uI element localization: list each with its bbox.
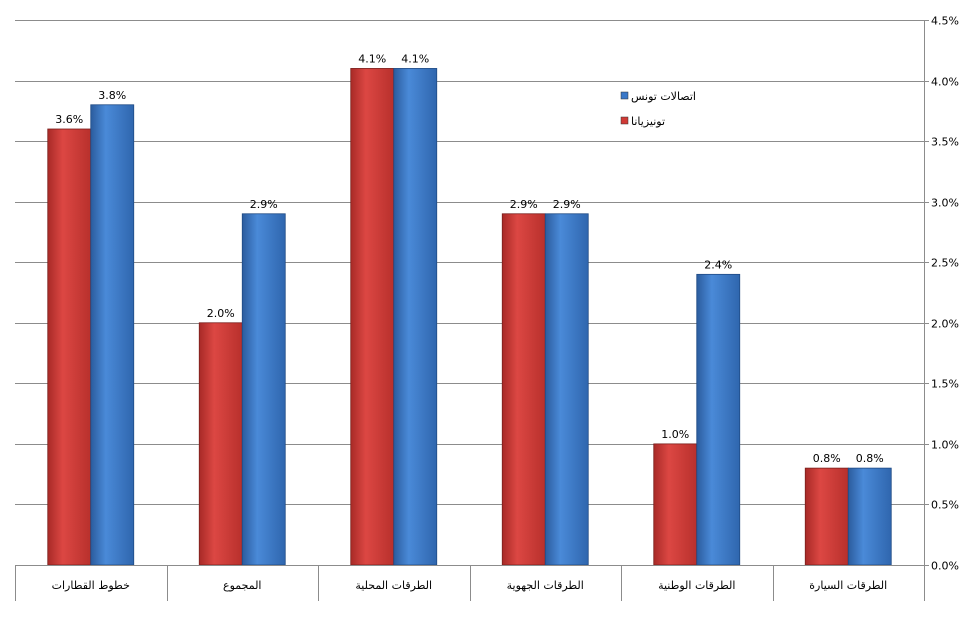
y-tick-label: 0.0% (931, 560, 959, 573)
legend: اتصالات تونس تونيزيانا (620, 90, 696, 128)
y-tick-label: 0.5% (931, 499, 959, 512)
y-tick-label: 3.0% (931, 197, 959, 210)
bar-red (653, 443, 698, 566)
data-label: 2.0% (207, 307, 235, 320)
y-tick-label: 1.0% (931, 439, 959, 452)
bar-red (350, 68, 395, 566)
data-label: 2.9% (250, 198, 278, 211)
y-tick-label: 2.0% (931, 318, 959, 331)
category-label: الطرقات الجهوية (507, 579, 584, 592)
data-label: 2.9% (510, 198, 538, 211)
category-label: المجموع (223, 579, 261, 592)
y-tick-label: 4.5% (931, 15, 959, 28)
category-label: الطرقات السيارة (809, 579, 887, 592)
bars (47, 68, 892, 566)
category-label: خطوط القطارات (52, 579, 130, 592)
bar-blue (241, 213, 286, 566)
axes (15, 20, 929, 601)
data-label: 3.8% (98, 89, 126, 102)
bar-red (501, 213, 546, 566)
bar-blue (90, 104, 135, 566)
bar-red (804, 467, 849, 566)
legend-swatch (620, 116, 629, 125)
category-label: الطرقات المحلية (355, 579, 432, 592)
data-label: 1.0% (661, 428, 689, 441)
bar-red (47, 128, 92, 566)
data-label: 0.8% (813, 452, 841, 465)
data-label: 4.1% (358, 52, 386, 65)
bar-blue (393, 68, 438, 566)
category-label: الطرقات الوطنية (658, 579, 735, 592)
legend-label: اتصالات تونس (631, 90, 696, 103)
data-label: 0.8% (856, 452, 884, 465)
data-label: 3.6% (55, 113, 83, 126)
bar-blue (696, 273, 741, 566)
data-label: 2.9% (553, 198, 581, 211)
y-tick-label: 1.5% (931, 378, 959, 391)
bar-blue (847, 467, 892, 566)
gridlines (15, 20, 924, 505)
labels: 0.0% 0.5% 1.0% 1.5% 2.0% 2.5% 3.0% 3.5% 4.0% 4.5%… (52, 15, 959, 593)
y-tick-label: 3.5% (931, 136, 959, 149)
data-label: 2.4% (704, 258, 732, 271)
bar-blue (544, 213, 589, 566)
legend-label: تونيزيانا (631, 115, 665, 128)
bar-red (198, 322, 243, 566)
legend-swatch (620, 91, 629, 100)
y-tick-label: 4.0% (931, 76, 959, 89)
y-tick-label: 2.5% (931, 257, 959, 270)
data-label: 4.1% (401, 52, 429, 65)
